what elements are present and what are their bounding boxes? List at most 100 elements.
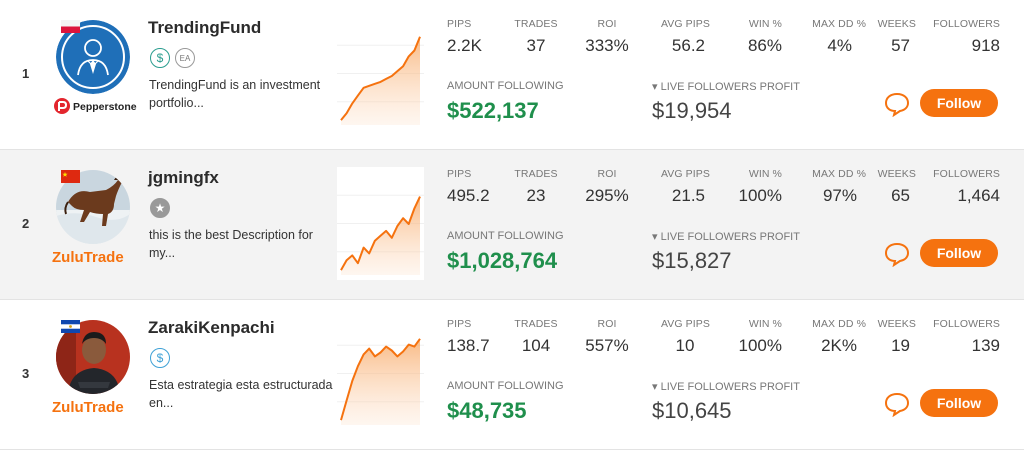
trades-label: TRADES: [514, 18, 558, 30]
pips-label: PIPS: [447, 18, 472, 30]
max-dd-label: MAX DD %: [812, 168, 866, 180]
amount-following-value: $522,137: [447, 98, 539, 123]
win-value: 86%: [747, 36, 782, 55]
trader-description: Esta estrategia esta estructurada en...: [149, 378, 333, 410]
pips-value: 2.2K: [447, 36, 482, 55]
roi-value: 295%: [585, 186, 629, 205]
followers-label: FOLLOWERS: [933, 18, 1000, 30]
rank-number: 3: [22, 366, 30, 381]
avatar[interactable]: [56, 320, 130, 394]
chat-bubble-icon[interactable]: [883, 91, 911, 117]
roi-label: ROI: [597, 18, 617, 30]
trader-description: this is the best Description for my...: [149, 228, 313, 260]
flag-poland-icon: [61, 20, 80, 33]
live-profit-label[interactable]: ▾ LIVE FOLLOWERS PROFIT: [652, 81, 800, 93]
sparkline-line: [340, 36, 421, 121]
avg-pips-label: AVG PIPS: [660, 168, 710, 180]
trader-row[interactable]: 2 ZuluTrade jgmingfx ★ this is the best …: [0, 150, 1024, 300]
follow-button[interactable]: Follow: [920, 389, 998, 417]
pips-label: PIPS: [447, 168, 472, 180]
rank-number: 2: [22, 216, 30, 231]
max-dd-value: 4%: [827, 36, 852, 55]
live-profit-label[interactable]: ▾ LIVE FOLLOWERS PROFIT: [652, 231, 800, 243]
weeks-value: 19: [891, 336, 910, 355]
amount-following-label: AMOUNT FOLLOWING: [447, 380, 564, 392]
trades-label: TRADES: [514, 168, 558, 180]
badge-group: $: [150, 348, 170, 368]
avg-pips-value: 21.5: [671, 186, 705, 205]
followers-value: 1,464: [957, 186, 1000, 205]
trader-name[interactable]: TrendingFund: [148, 18, 262, 37]
flag-el-salvador-icon: [61, 320, 80, 333]
trader-description: TrendingFund is an investment portfolio.…: [149, 78, 321, 110]
live-profit-value: $19,954: [652, 98, 732, 123]
svg-text:ZuluTrade: ZuluTrade: [52, 399, 124, 416]
svg-text:ZuluTrade: ZuluTrade: [52, 249, 124, 266]
performance-sparkline: [337, 17, 424, 130]
svg-text:Pepperstone: Pepperstone: [73, 101, 137, 113]
avatar[interactable]: [56, 170, 130, 244]
chat-bubble-icon[interactable]: [883, 391, 911, 417]
avg-pips-label: AVG PIPS: [660, 18, 710, 30]
live-profit-value: $15,827: [652, 248, 732, 273]
sparkline-line: [340, 338, 421, 421]
trader-name[interactable]: ZarakiKenpachi: [148, 318, 275, 337]
avatar[interactable]: [56, 20, 130, 94]
win-label: WIN %: [748, 18, 782, 30]
trades-value: 37: [526, 36, 546, 55]
win-value: 100%: [738, 336, 782, 355]
amount-following-value: $1,028,764: [447, 248, 558, 273]
sparkline-line: [340, 196, 421, 271]
weeks-value: 65: [891, 186, 910, 205]
followers-value: 918: [971, 36, 1000, 55]
zulutrade-logo: ZuluTrade: [52, 249, 124, 266]
live-profit-value: $10,645: [652, 398, 732, 423]
chat-bubble-icon[interactable]: [883, 241, 911, 267]
pips-label: PIPS: [447, 318, 472, 330]
weeks-value: 57: [891, 36, 910, 55]
max-dd-value: 2K%: [821, 336, 857, 355]
amount-following-label: AMOUNT FOLLOWING: [447, 80, 564, 92]
pips-value: 138.7: [447, 336, 490, 355]
badge-group: $ EA: [150, 48, 195, 68]
max-dd-label: MAX DD %: [812, 18, 866, 30]
pips-value: 495.2: [447, 186, 490, 205]
trader-name[interactable]: jgmingfx: [148, 168, 219, 187]
weeks-label: WEEKS: [877, 18, 916, 30]
sparkline-area: [341, 36, 420, 125]
star-badge-icon: ★: [150, 198, 170, 218]
trader-row[interactable]: 1 Pepperstone TrendingFund $ EA Trending…: [0, 0, 1024, 150]
avg-pips-value: 56.2: [671, 36, 705, 55]
roi-label: ROI: [597, 318, 617, 330]
amount-following-value: $48,735: [447, 398, 527, 423]
performance-sparkline: [337, 317, 424, 430]
max-dd-label: MAX DD %: [812, 318, 866, 330]
badge-group: ★: [150, 198, 170, 218]
pepperstone-logo: Pepperstone: [54, 98, 137, 114]
trades-label: TRADES: [514, 318, 558, 330]
followers-value: 139: [971, 336, 1000, 355]
live-profit-label[interactable]: ▾ LIVE FOLLOWERS PROFIT: [652, 381, 800, 393]
max-dd-value: 97%: [822, 186, 857, 205]
followers-label: FOLLOWERS: [933, 168, 1000, 180]
trades-value: 104: [521, 336, 551, 355]
dollar-badge-icon: $: [150, 48, 170, 68]
followers-label: FOLLOWERS: [933, 318, 1000, 330]
amount-following-label: AMOUNT FOLLOWING: [447, 230, 564, 242]
zulutrade-logo: ZuluTrade: [52, 399, 124, 416]
win-label: WIN %: [748, 318, 782, 330]
flag-china-icon: [61, 170, 80, 183]
trades-value: 23: [526, 186, 546, 205]
roi-value: 557%: [585, 336, 629, 355]
roi-label: ROI: [597, 168, 617, 180]
avg-pips-value: 10: [675, 336, 695, 355]
weeks-label: WEEKS: [877, 318, 916, 330]
avg-pips-label: AVG PIPS: [660, 318, 710, 330]
trader-row[interactable]: 3 ZuluTrade ZarakiKenpachi $ Esta estrat…: [0, 300, 1024, 450]
win-value: 100%: [738, 186, 782, 205]
ea-badge-icon: EA: [175, 48, 195, 68]
roi-value: 333%: [585, 36, 629, 55]
follow-button[interactable]: Follow: [920, 239, 998, 267]
weeks-label: WEEKS: [877, 168, 916, 180]
follow-button[interactable]: Follow: [920, 89, 998, 117]
